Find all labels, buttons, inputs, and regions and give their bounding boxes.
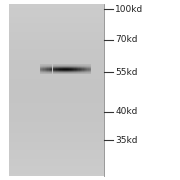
- Bar: [9, 4, 104, 6]
- Bar: [9, 49, 104, 51]
- Bar: [9, 55, 104, 58]
- Bar: [9, 131, 104, 133]
- Bar: [9, 163, 104, 166]
- Bar: [9, 60, 104, 62]
- Bar: [9, 125, 104, 127]
- Bar: [9, 133, 104, 135]
- Bar: [9, 47, 104, 49]
- Bar: [9, 174, 104, 176]
- Bar: [9, 116, 104, 118]
- Bar: [9, 75, 104, 77]
- Bar: [9, 45, 104, 47]
- Bar: [9, 103, 104, 105]
- Text: 35kd: 35kd: [115, 136, 138, 145]
- Bar: [9, 135, 104, 138]
- Bar: [9, 161, 104, 163]
- Bar: [9, 150, 104, 153]
- Bar: [9, 40, 104, 42]
- Bar: [9, 94, 104, 96]
- Bar: [9, 140, 104, 142]
- Bar: [9, 101, 104, 103]
- Bar: [9, 19, 104, 21]
- Bar: [9, 109, 104, 112]
- Bar: [9, 71, 104, 73]
- Bar: [9, 64, 104, 66]
- Bar: [9, 79, 104, 81]
- Bar: [9, 88, 104, 90]
- Bar: [9, 38, 104, 40]
- Bar: [9, 127, 104, 129]
- Bar: [9, 142, 104, 144]
- Bar: [9, 42, 104, 45]
- Bar: [9, 62, 104, 64]
- Bar: [9, 68, 104, 71]
- Bar: [9, 8, 104, 10]
- Bar: [9, 146, 104, 148]
- Bar: [9, 105, 104, 107]
- Bar: [9, 144, 104, 146]
- Bar: [9, 51, 104, 53]
- Bar: [9, 112, 104, 114]
- Bar: [9, 66, 104, 68]
- Bar: [9, 99, 104, 101]
- Text: 55kd: 55kd: [115, 68, 138, 76]
- Text: 70kd: 70kd: [115, 35, 138, 44]
- Bar: [9, 120, 104, 122]
- Bar: [9, 107, 104, 109]
- Bar: [9, 21, 104, 23]
- Bar: [9, 58, 104, 60]
- Bar: [9, 96, 104, 99]
- Bar: [9, 84, 104, 86]
- Bar: [9, 129, 104, 131]
- Bar: [9, 73, 104, 75]
- Bar: [9, 36, 104, 38]
- Bar: [9, 30, 104, 32]
- Bar: [9, 153, 104, 155]
- Bar: [9, 118, 104, 120]
- Bar: [9, 32, 104, 34]
- Bar: [9, 90, 104, 92]
- Bar: [9, 170, 104, 172]
- Bar: [9, 81, 104, 84]
- Bar: [9, 122, 104, 125]
- Bar: [9, 114, 104, 116]
- Bar: [9, 166, 104, 168]
- Bar: [9, 25, 104, 27]
- Text: 40kd: 40kd: [115, 107, 138, 116]
- Bar: [9, 138, 104, 140]
- Bar: [9, 172, 104, 174]
- Bar: [9, 12, 104, 14]
- Bar: [9, 159, 104, 161]
- Text: 100kd: 100kd: [115, 4, 143, 14]
- Bar: [9, 27, 104, 30]
- Bar: [9, 23, 104, 25]
- Bar: [9, 17, 104, 19]
- Bar: [9, 10, 104, 12]
- Bar: [9, 77, 104, 79]
- Bar: [9, 6, 104, 8]
- Bar: [9, 86, 104, 88]
- Bar: [9, 148, 104, 150]
- Bar: [9, 14, 104, 17]
- Bar: [9, 92, 104, 94]
- Bar: [9, 155, 104, 157]
- Bar: [9, 53, 104, 55]
- Bar: [9, 157, 104, 159]
- Bar: [9, 168, 104, 170]
- Bar: [9, 34, 104, 36]
